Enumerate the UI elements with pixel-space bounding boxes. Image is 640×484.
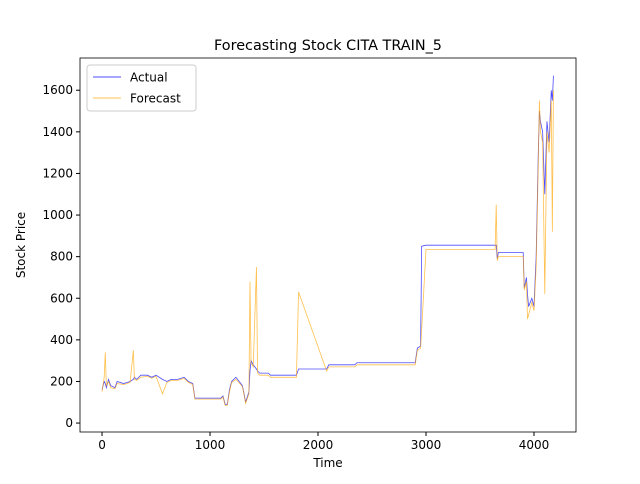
x-tick-label: 1000: [195, 438, 226, 452]
plot-frame: [79, 57, 577, 433]
chart-title: Forecasting Stock CITA TRAIN_5: [214, 38, 442, 54]
y-tick-label: 1200: [42, 166, 73, 180]
y-tick-label: 200: [50, 374, 73, 388]
y-tick-label: 1600: [42, 83, 73, 97]
y-tick-label: 600: [50, 291, 73, 305]
legend-label: Actual: [130, 71, 168, 85]
y-tick-label: 1400: [42, 125, 73, 139]
series-line: [101, 75, 554, 405]
y-axis-label: Stock Price: [14, 212, 28, 278]
y-tick-label: 800: [50, 250, 73, 264]
y-tick-label: 0: [65, 416, 73, 430]
x-tick-label: 0: [98, 438, 106, 452]
legend-label: Forecast: [130, 92, 181, 106]
x-tick-label: 3000: [411, 438, 442, 452]
x-axis-label: Time: [312, 456, 342, 470]
series-line: [101, 90, 554, 406]
y-tick-label: 1000: [42, 208, 73, 222]
x-tick-label: 4000: [519, 438, 550, 452]
y-tick-label: 400: [50, 333, 73, 347]
x-tick-label: 2000: [303, 438, 334, 452]
